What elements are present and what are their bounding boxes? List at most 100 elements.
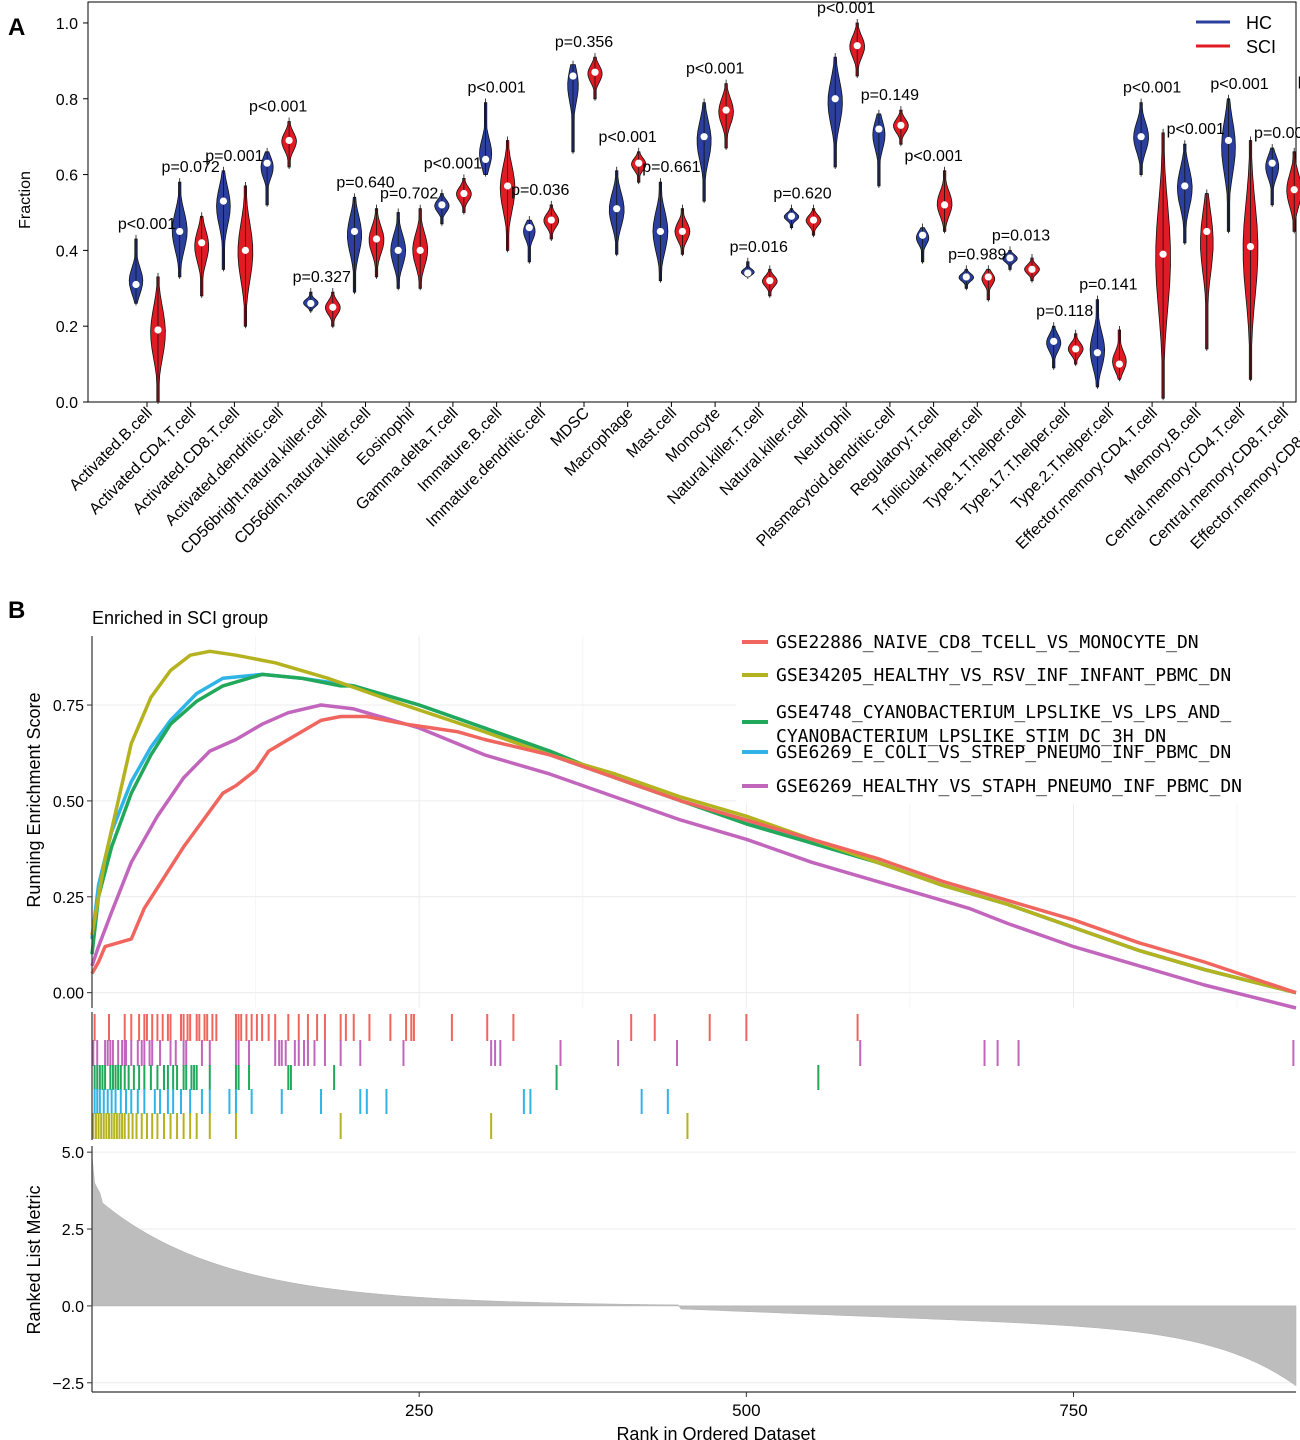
violin-hc-18 [915,223,930,264]
violin-hc-17-median [875,125,883,133]
legend-entry-1: GSE34205_HEALTHY_VS_RSV_INF_INFANT_PBMC_… [742,665,1231,686]
violin-hc-7-median [438,201,446,209]
violin-hc-9 [523,216,536,264]
violin-hc-20-median [1006,254,1014,262]
violin-hc-0 [128,235,144,306]
violin-hc-24-median [1181,182,1189,190]
violin-sci-13-median [722,106,730,114]
legend-label: GSE6269_E_COLI_VS_STREP_PNEUMO_INF_PBMC_… [776,742,1231,763]
violin-hc-13 [696,98,712,204]
pvalue-label: p=0.356 [555,34,613,51]
violin-sci-18-median [941,201,949,209]
pvalue-label: p=0.640 [336,174,394,191]
violin-sci-21-median [1072,345,1080,353]
pvalue-label: p=0.013 [992,227,1050,244]
pvalue-label: p<0.001 [686,61,744,78]
a-ytick-label: 0.8 [56,92,78,109]
violin-sci-12 [674,204,691,257]
legend-label-line2: CYANOBACTERIUM_LPSLIKE_STIM_DC_3H_DN [776,726,1166,747]
violin-hc-11 [608,166,625,257]
violin-sci-17-median [897,121,905,129]
violin-hc-16-median [831,95,839,103]
violin-sci-4 [324,288,341,329]
violin-hc-15 [783,204,800,230]
legend-label: GSE34205_HEALTHY_VS_RSV_INF_INFANT_PBMC_… [776,665,1231,686]
violin-sci-14 [761,265,778,298]
violin-sci-20-median [1028,265,1036,273]
pvalue-label: p=0.072 [162,159,220,176]
violin-hc-10-median [569,72,577,80]
violin-sci-11 [631,147,647,185]
violin-sci-10 [587,53,603,101]
a-ytick-label: 0.4 [56,243,78,260]
pvalue-label: p<0.001 [1167,121,1225,138]
violin-hc-1-median [176,227,184,236]
es-curve-1 [90,649,1297,995]
violin-sci-23 [1155,128,1171,401]
a-ytick-label: 0.6 [56,168,78,185]
violin-sci-18 [936,166,953,234]
legend-entry-3: GSE6269_E_COLI_VS_STREP_PNEUMO_INF_PBMC_… [742,742,1231,763]
violin-hc-9-median [525,224,533,232]
violin-sci-3 [281,117,297,169]
violin-sci-4-median [329,303,337,311]
metric-ytick-label: −2.5 [52,1376,84,1393]
metric-xtick-label: 750 [1059,1401,1087,1420]
pvalue-label: p<0.001 [817,0,875,17]
metric-ytick-label: 0.0 [62,1299,84,1316]
violin-sci-1 [194,212,210,298]
violin-sci-6-median [416,246,424,254]
violin-hc-5 [346,193,363,295]
a-ytick-label: 1.0 [56,16,78,33]
violin-hc-5-median [350,227,359,236]
metric-xtick-label: 250 [405,1401,433,1420]
legend-sci-label: SCI [1246,37,1276,57]
violin-hc-12-median [656,227,665,236]
violin-sci-21 [1067,329,1084,367]
pvalue-label: p<0.001 [904,148,962,165]
violin-hc-24 [1176,140,1193,245]
pvalue-label: p<0.001 [424,155,482,172]
violin-hc-18-median [919,231,927,239]
violin-sci-23-median [1159,250,1167,258]
violin-hc-13-median [700,133,708,141]
es-curve-4 [90,703,1297,1010]
pvalue-label: p=0.661 [642,159,700,176]
legend-entry-4: GSE6269_HEALTHY_VS_STAPH_PNEUMO_INF_PBMC… [742,776,1242,797]
violin-hc-6 [390,208,407,291]
violin-hc-25 [1221,94,1236,234]
legend-bg [736,628,1296,803]
violin-hc-14-median [744,269,752,277]
pvalue-label: p=0.327 [293,269,351,286]
panel-a-legend: HC SCI [1196,13,1276,57]
violin-hc-4-median [307,299,315,308]
pvalue-label: p=0.009 [1254,125,1300,142]
pvalue-label: p<0.001 [249,99,307,116]
violin-sci-9 [543,200,560,242]
metric-xtick-label: 500 [732,1401,760,1420]
violin-hc-0-median [132,280,140,289]
legend-label: GSE22886_NAIVE_CD8_TCELL_VS_MONOCYTE_DN [776,632,1199,653]
violin-sci-15 [805,204,822,238]
violin-sci-24 [1200,189,1214,351]
panel-a-violins [128,18,1300,404]
es-ytick-label: 0.50 [53,794,84,811]
a-ytick-label: 0.2 [56,319,78,336]
violin-sci-0 [150,272,166,404]
violin-hc-21 [1046,322,1062,370]
pvalue-label: p<0.001 [1210,76,1268,93]
violin-hc-3 [260,147,274,207]
violin-sci-2 [237,181,254,329]
violin-sci-2-median [241,246,249,254]
panel-b-title: Enriched in SCI group [92,608,268,628]
panel-b-metric-ylabel: Ranked List Metric [24,1185,44,1334]
pvalue-label: p=0.036 [511,182,569,199]
legend-entry-2: GSE4748_CYANOBACTERIUM_LPSLIKE_VS_LPS_AN… [742,702,1231,747]
violin-sci-25 [1242,136,1259,382]
violin-sci-15-median [809,216,818,224]
violin-sci-19-median [984,273,992,281]
pvalue-label: p<0.001 [118,216,176,233]
panel-a-x-labels: Activated.B.cellActivated.CD4.T.cellActi… [66,402,1300,558]
violin-hc-3-median [263,159,271,167]
